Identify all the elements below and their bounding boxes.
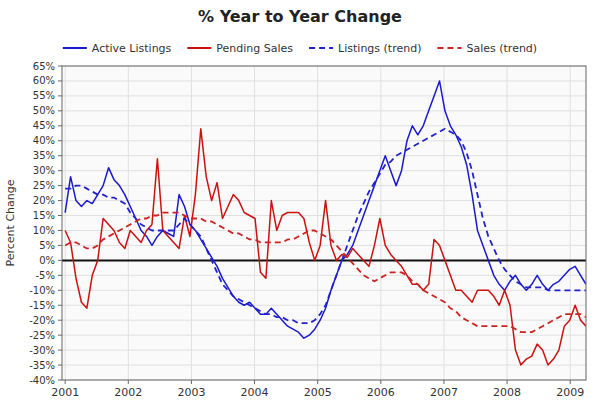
plot-area [62, 66, 586, 380]
legend-label: Active Listings [92, 42, 172, 55]
tick-mark [58, 80, 62, 81]
legend-item: Listings (trend) [309, 42, 421, 55]
legend-label: Listings (trend) [338, 42, 421, 55]
tick-label: -20% [29, 315, 55, 326]
y-axis: -40% -35% -30% -25% -20% -15% -10% -5% 0% 5% 10% 15… [29, 61, 62, 386]
tick-mark [58, 305, 62, 306]
tick-label: -40% [29, 375, 55, 386]
plot-frame [62, 66, 586, 380]
tick-label: 20% [33, 195, 55, 206]
legend-item: Pending Sales [187, 42, 293, 55]
tick-mark [128, 380, 129, 384]
grid-line [317, 66, 318, 380]
tick-label: 2005 [304, 386, 332, 399]
tick-mark [58, 365, 62, 366]
tick-label: 2004 [241, 386, 269, 399]
tick-label: 0% [39, 255, 55, 266]
legend-item: Active Listings [63, 42, 172, 55]
tick-label: 25% [33, 180, 55, 191]
tick-label: 10% [33, 225, 55, 236]
tick-label: 2006 [367, 386, 395, 399]
tick-mark [58, 125, 62, 126]
tick-mark [58, 185, 62, 186]
tick-mark [58, 155, 62, 156]
line-series [65, 129, 586, 323]
grid-line [128, 66, 129, 380]
legend-label: Sales (trend) [466, 42, 537, 55]
tick-mark [58, 230, 62, 231]
legend-swatch [437, 47, 461, 49]
tick-label: 60% [33, 75, 55, 86]
tick-label: -10% [29, 285, 55, 296]
tick-mark [191, 380, 192, 384]
tick-label: -35% [29, 360, 55, 371]
grid-line [62, 260, 586, 261]
title: % Year to Year Change [198, 7, 402, 26]
tick-mark [570, 380, 571, 384]
zero-line [62, 259, 586, 261]
tick-mark [58, 320, 62, 321]
tick-mark [58, 245, 62, 246]
tick-label: 5% [39, 240, 55, 251]
line-series [65, 213, 586, 333]
tick-label: 2001 [51, 386, 79, 399]
tick-mark [254, 380, 255, 384]
tick-label: 30% [33, 165, 55, 176]
tick-mark [58, 260, 62, 261]
tick-mark [58, 200, 62, 201]
tick-mark [58, 170, 62, 171]
chart: % Year to Year Change -40% -35% -30% -25% -20… [0, 0, 600, 408]
grid-line [507, 66, 508, 380]
tick-label: 2009 [556, 386, 584, 399]
legend-item: Sales (trend) [437, 42, 537, 55]
line-series [65, 129, 586, 365]
tick-mark [317, 380, 318, 384]
tick-mark [443, 380, 444, 384]
tick-mark [58, 215, 62, 216]
tick-label: -15% [29, 300, 55, 311]
tick-mark [507, 380, 508, 384]
x-axis: 2001 2002 2003 2004 2005 2006 2007 2008 2009 [51, 380, 584, 399]
background [0, 0, 600, 408]
tick-mark [58, 95, 62, 96]
tick-mark [58, 110, 62, 111]
tick-label: 50% [33, 105, 55, 116]
tick-label: 65% [33, 61, 55, 72]
tick-label: -25% [29, 330, 55, 341]
tick-mark [380, 380, 381, 384]
tick-label: 2007 [430, 386, 458, 399]
tick-label: 55% [33, 90, 55, 101]
legend-swatch [309, 47, 333, 49]
tick-mark [58, 140, 62, 141]
tick-label: 15% [33, 210, 55, 221]
tick-mark [58, 66, 62, 67]
tick-mark [65, 380, 66, 384]
grid [62, 66, 586, 380]
tick-label: 40% [33, 135, 55, 146]
tick-mark [58, 335, 62, 336]
legend-swatch [63, 47, 87, 49]
tick-label: -5% [36, 270, 55, 281]
legend-swatch [187, 47, 211, 49]
tick-label: 2008 [493, 386, 521, 399]
tick-mark [58, 275, 62, 276]
tick-mark [58, 350, 62, 351]
tick-mark [58, 290, 62, 291]
axis-label: Percent Change [4, 179, 17, 266]
legend-label: Pending Sales [216, 42, 293, 55]
grid-line [570, 66, 571, 380]
legend: Active Listings Pending Sales Listings (tr… [63, 42, 537, 55]
grid-line [443, 66, 444, 380]
lines [65, 81, 586, 365]
tick-mark [58, 380, 62, 381]
tick-label: -30% [29, 345, 55, 356]
grid-line [65, 66, 66, 380]
tick-label: 45% [33, 120, 55, 131]
tick-label: 2003 [177, 386, 205, 399]
tick-label: 2002 [114, 386, 142, 399]
tick-label: 35% [33, 150, 55, 161]
